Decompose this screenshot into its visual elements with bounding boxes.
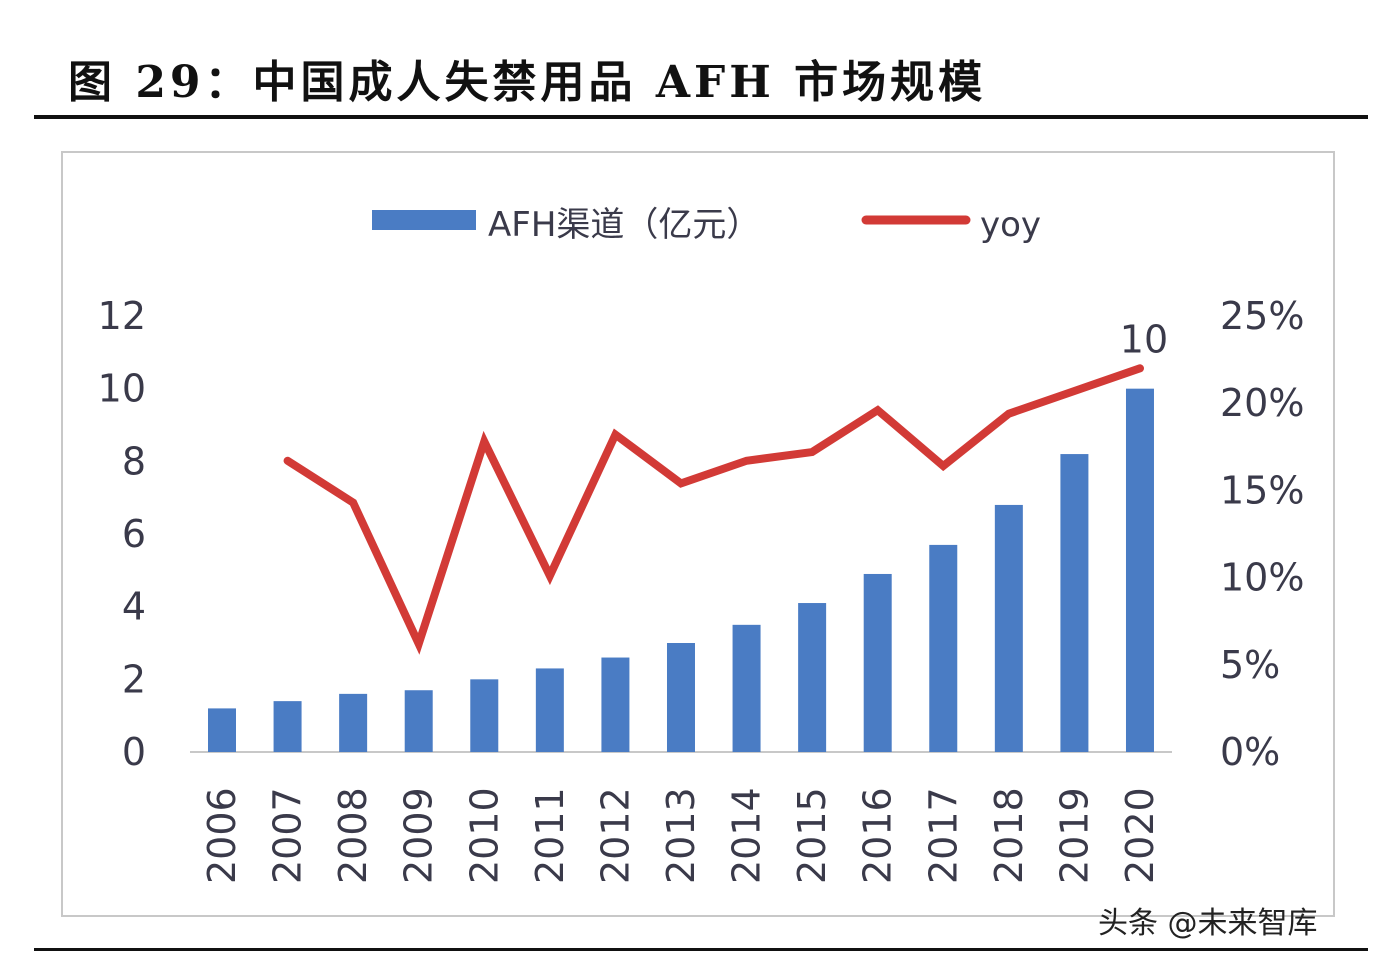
x-tick-2007: 2007 xyxy=(266,787,310,884)
right-tick-20pct: 20% xyxy=(1220,381,1304,425)
bar-2014 xyxy=(732,624,761,752)
right-tick-5pct: 5% xyxy=(1220,643,1280,687)
x-tick-2019: 2019 xyxy=(1052,787,1096,884)
x-tick-2006: 2006 xyxy=(200,787,244,884)
x-tick-2008: 2008 xyxy=(331,787,375,884)
bar-2015 xyxy=(798,603,827,752)
yoy-line xyxy=(283,364,1144,655)
bar-2011 xyxy=(535,668,564,752)
legend-bar-label: AFH渠道（亿元） xyxy=(488,205,760,245)
legend-line-label: yoy xyxy=(980,205,1041,245)
bar-2010 xyxy=(470,679,499,752)
legend-bar-swatch xyxy=(372,210,476,230)
right-tick-0pct: 0% xyxy=(1220,730,1280,774)
bar-2008 xyxy=(339,693,368,752)
figure-title: 图 29：中国成人失禁用品 AFH 市场规模 xyxy=(68,57,987,108)
right-tick-10pct: 10% xyxy=(1220,556,1304,600)
x-tick-2020: 2020 xyxy=(1118,787,1162,884)
right-tick-25pct: 25% xyxy=(1220,294,1304,338)
x-tick-2011: 2011 xyxy=(528,787,572,884)
top-rule xyxy=(34,115,1368,119)
data-label-2020: 10 xyxy=(1120,317,1168,361)
bar-2020 xyxy=(1125,388,1154,752)
bar-2012 xyxy=(601,657,630,752)
x-tick-2018: 2018 xyxy=(987,787,1031,884)
bottom-rule xyxy=(34,948,1368,951)
x-tick-2017: 2017 xyxy=(921,787,965,884)
x-tick-2009: 2009 xyxy=(397,787,441,884)
left-tick-12: 12 xyxy=(98,294,146,338)
x-tick-2016: 2016 xyxy=(856,787,900,884)
left-tick-10: 10 xyxy=(98,367,146,411)
bar-2009 xyxy=(404,690,433,752)
x-tick-2012: 2012 xyxy=(593,787,637,884)
bar-2007 xyxy=(273,701,302,752)
x-tick-2014: 2014 xyxy=(725,787,769,884)
left-tick-2: 2 xyxy=(122,657,146,701)
x-tick-2013: 2013 xyxy=(659,787,703,884)
bar-2006 xyxy=(208,708,236,752)
x-tick-2015: 2015 xyxy=(790,787,834,884)
bar-2018 xyxy=(994,504,1023,752)
watermark: 头条 @未来智库 xyxy=(1098,906,1318,941)
left-tick-4: 4 xyxy=(122,585,146,629)
chart-frame xyxy=(61,151,1335,917)
legend: AFH渠道（亿元） yoy xyxy=(372,205,1041,245)
left-tick-0: 0 xyxy=(122,730,146,774)
bar-2016 xyxy=(863,573,892,752)
bar-2019 xyxy=(1060,454,1089,752)
bar-2017 xyxy=(929,544,958,752)
x-tick-2010: 2010 xyxy=(462,787,506,884)
bar-2013 xyxy=(666,643,695,752)
right-tick-15pct: 15% xyxy=(1220,468,1304,512)
left-tick-6: 6 xyxy=(122,512,146,556)
left-tick-8: 8 xyxy=(122,439,146,483)
